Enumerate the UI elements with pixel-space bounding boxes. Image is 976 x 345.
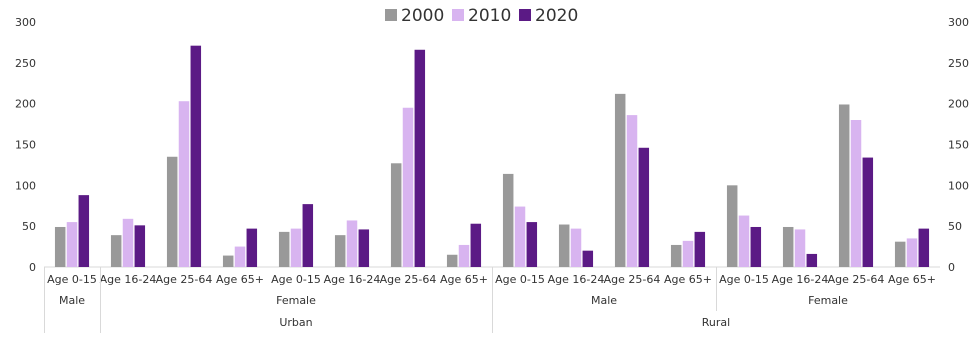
category-label: Age 0-15	[47, 273, 97, 286]
bar-2020	[302, 204, 314, 267]
bar-2020	[470, 223, 482, 267]
bar-2020	[134, 225, 146, 267]
bar-2000	[334, 235, 346, 267]
group-label: Male	[591, 294, 617, 307]
bar-2010	[234, 246, 246, 267]
bar-2010	[66, 222, 78, 267]
y-tick-label-right: 0	[948, 261, 955, 274]
y-tick-label-left: 100	[15, 179, 36, 192]
bar-2000	[110, 235, 122, 267]
y-tick-label-left: 300	[15, 16, 36, 29]
bar-2000	[54, 226, 66, 267]
group-label: Female	[276, 294, 316, 307]
bar-2020	[694, 231, 706, 267]
bar-2000	[894, 241, 906, 267]
bar-2000	[222, 255, 234, 267]
legend-swatch-2000	[385, 9, 397, 21]
category-label: Age 0-15	[271, 273, 321, 286]
bar-2000	[838, 104, 850, 267]
bar-2000	[726, 185, 738, 267]
y-tick-label-left: 50	[22, 220, 36, 233]
category-label: Age 0-15	[719, 273, 769, 286]
bar-2010	[290, 228, 302, 267]
bar-2010	[570, 228, 582, 267]
bar-2010	[178, 101, 190, 267]
y-tick-label-right: 100	[948, 179, 969, 192]
category-label: Age 16-24	[100, 273, 157, 286]
bar-2010	[122, 218, 134, 267]
category-label: Age 25-64	[604, 273, 661, 286]
bar-2010	[738, 215, 750, 267]
category-label: Age 65+	[216, 273, 264, 286]
bar-2020	[414, 49, 426, 267]
legend-swatch-2020	[519, 9, 531, 21]
category-label: Age 25-64	[828, 273, 885, 286]
legend-label: 2020	[535, 6, 578, 26]
bar-2020	[190, 45, 202, 268]
bar-2000	[558, 224, 570, 267]
bar-2000	[502, 173, 514, 267]
bar-2000	[278, 231, 290, 267]
legend-label: 2000	[401, 6, 444, 26]
legend-label: 2010	[468, 6, 511, 26]
bar-2010	[514, 206, 526, 267]
category-label: Age 65+	[664, 273, 712, 286]
bar-2020	[526, 222, 538, 267]
bar-2000	[670, 244, 682, 267]
bar-2000	[390, 163, 402, 267]
category-label: Age 16-24	[324, 273, 381, 286]
group-label: Urban	[279, 316, 312, 329]
y-tick-label-right: 250	[948, 57, 969, 70]
bar-2010	[458, 244, 470, 267]
category-label: Age 65+	[440, 273, 488, 286]
bar-2010	[682, 240, 694, 267]
bar-2020	[246, 228, 258, 267]
y-tick-label-left: 0	[29, 261, 36, 274]
bar-2000	[782, 226, 794, 267]
category-label: Age 25-64	[156, 273, 213, 286]
category-label: Age 65+	[888, 273, 936, 286]
y-tick-label-right: 50	[948, 220, 962, 233]
bar-2000	[614, 93, 626, 268]
bar-2020	[750, 226, 762, 267]
bar-2020	[862, 157, 874, 267]
y-tick-label-left: 150	[15, 139, 36, 152]
y-tick-label-right: 300	[948, 16, 969, 29]
group-label: Female	[808, 294, 848, 307]
group-label: Rural	[702, 316, 730, 329]
category-label: Age 0-15	[495, 273, 545, 286]
bar-2000	[166, 156, 178, 267]
bar-2010	[906, 238, 918, 267]
category-label: Age 25-64	[380, 273, 437, 286]
legend-swatch-2010	[452, 9, 464, 21]
category-label: Age 16-24	[548, 273, 605, 286]
group-label: Male	[59, 294, 85, 307]
bar-2010	[626, 115, 638, 267]
y-tick-label-right: 150	[948, 139, 969, 152]
bar-2000	[446, 254, 458, 267]
bar-2010	[402, 107, 414, 267]
bar-2010	[346, 220, 358, 267]
bar-2020	[918, 228, 930, 267]
bar-2020	[806, 253, 818, 267]
bar-2020	[638, 147, 650, 267]
bar-2020	[358, 229, 370, 267]
bar-2010	[794, 229, 806, 267]
bar-2020	[78, 195, 90, 267]
y-tick-label-left: 200	[15, 98, 36, 111]
category-label: Age 16-24	[772, 273, 829, 286]
y-tick-label-right: 200	[948, 98, 969, 111]
bar-2020	[582, 250, 594, 267]
bar-2010	[850, 120, 862, 267]
y-tick-label-left: 250	[15, 57, 36, 70]
